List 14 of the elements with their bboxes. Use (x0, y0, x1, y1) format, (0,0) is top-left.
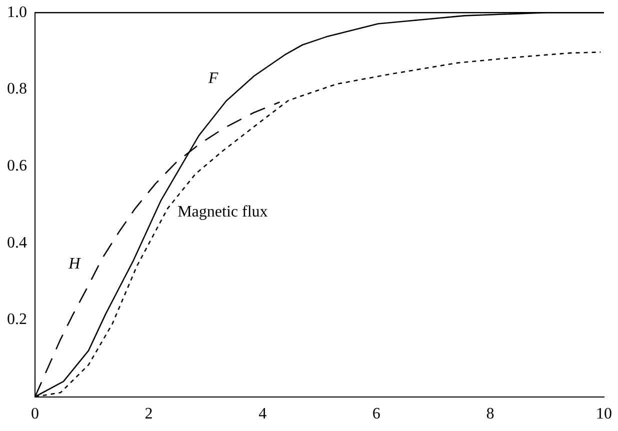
y-tick-label: 0.8 (7, 80, 27, 98)
series-label: F (207, 70, 218, 88)
series-label: Magnetic flux (178, 204, 268, 221)
x-tick-label: 8 (486, 406, 494, 423)
x-tick-label: 10 (596, 406, 612, 423)
x-tick-label: 6 (372, 406, 380, 423)
y-tick-label: 1.0 (7, 4, 27, 21)
x-tick-label: 0 (31, 406, 39, 423)
series-label: H (68, 256, 82, 273)
x-tick-label: 2 (144, 406, 153, 423)
y-tick-label: 0.4 (7, 234, 27, 252)
x-tick-label: 4 (258, 406, 267, 423)
y-tick-label: 0.6 (7, 157, 27, 174)
y-tick-label: 0.2 (7, 311, 27, 328)
